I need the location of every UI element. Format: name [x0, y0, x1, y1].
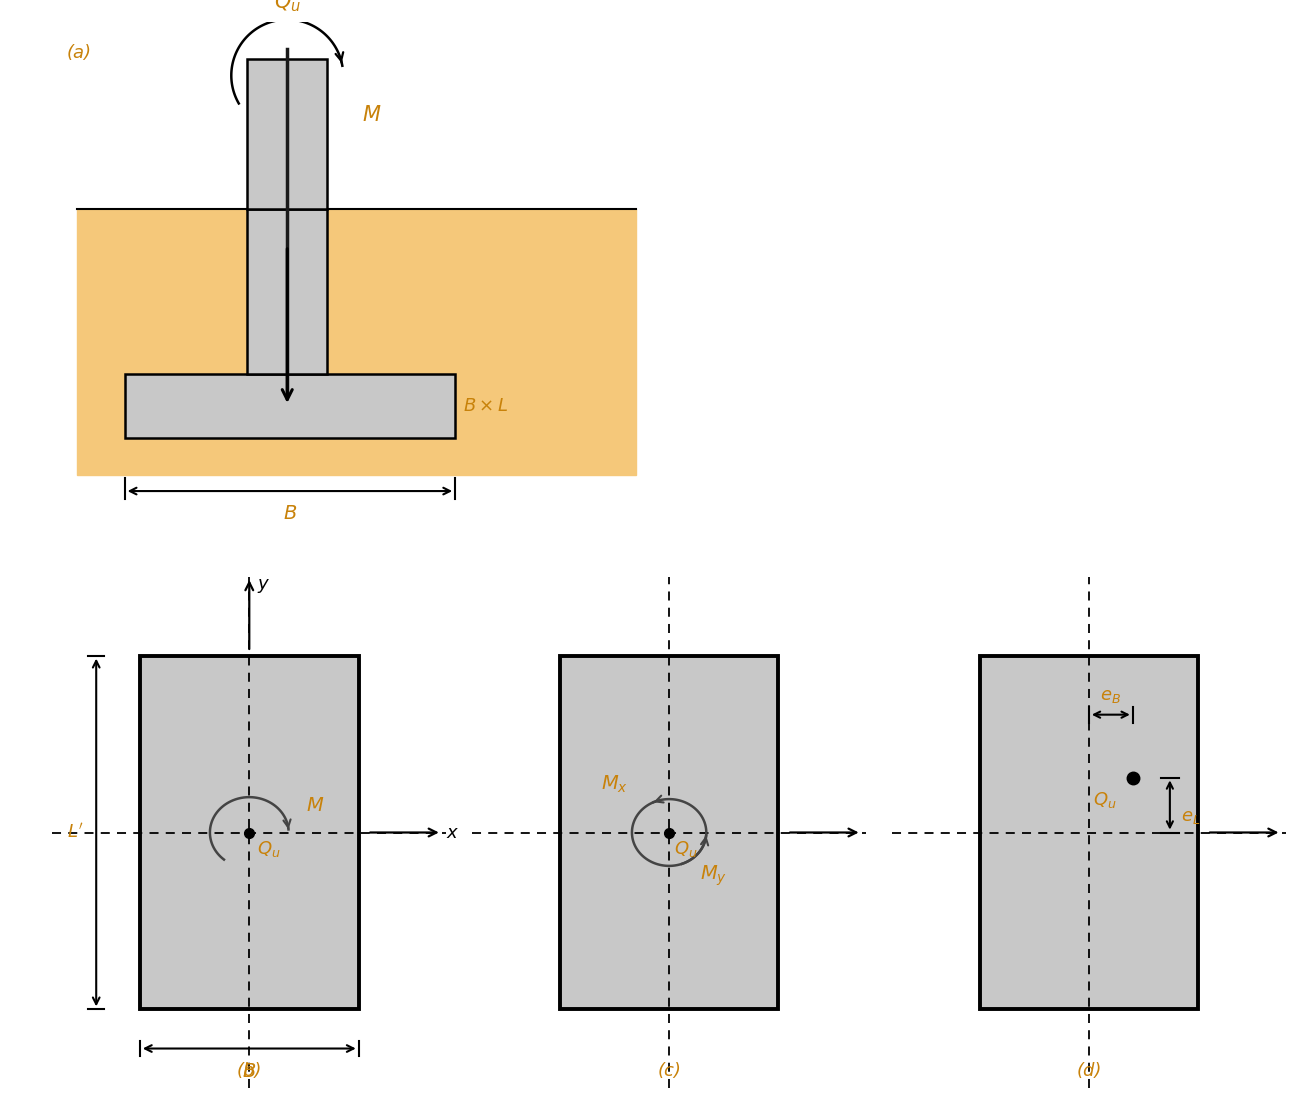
Text: $y$: $y$ [257, 577, 270, 595]
Text: $Q_u$: $Q_u$ [674, 839, 698, 859]
Bar [560, 656, 778, 1009]
Text: (d): (d) [1076, 1062, 1102, 1080]
Text: (a): (a) [66, 43, 91, 61]
Text: (b): (b) [236, 1062, 262, 1080]
Bar [140, 656, 358, 1009]
Text: $e_L$: $e_L$ [1181, 808, 1200, 826]
Text: $e_B$: $e_B$ [1101, 687, 1122, 705]
Text: $M$: $M$ [306, 796, 324, 815]
Text: $Q_u$: $Q_u$ [257, 839, 281, 859]
Text: $L'$: $L'$ [67, 823, 83, 842]
Text: $M_y$: $M_y$ [699, 864, 727, 888]
Bar [247, 60, 327, 209]
Text: $Q_u$: $Q_u$ [274, 0, 300, 14]
Text: (c): (c) [657, 1062, 681, 1080]
Text: $B$: $B$ [283, 504, 297, 524]
Bar [247, 209, 327, 374]
Bar [980, 656, 1198, 1009]
Text: $Q_u$: $Q_u$ [1093, 790, 1117, 810]
Bar [125, 374, 455, 437]
Bar [77, 209, 636, 475]
Text: $M_x$: $M_x$ [601, 774, 628, 795]
Text: $B$: $B$ [243, 1062, 256, 1081]
Text: $M$: $M$ [362, 105, 382, 125]
Text: $x$: $x$ [446, 824, 459, 841]
Text: $B \times L$: $B \times L$ [463, 396, 509, 415]
